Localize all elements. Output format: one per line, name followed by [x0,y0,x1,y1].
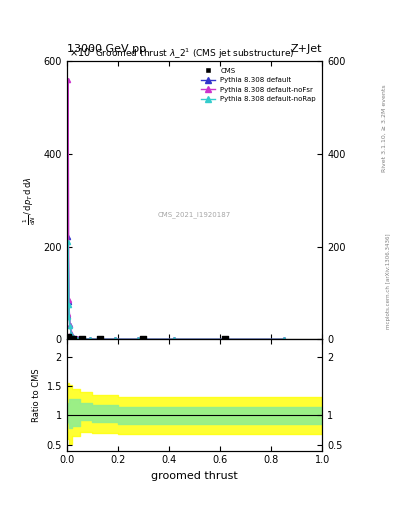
Line: Pythia 8.308 default-noFsr: Pythia 8.308 default-noFsr [65,78,286,342]
Pythia 8.308 default-noFsr [87,336,92,342]
Text: $\times 10^3$: $\times 10^3$ [70,45,96,59]
Pythia 8.308 default [68,323,72,329]
Pythia 8.308 default-noFsr [69,330,74,336]
Pythia 8.308 default-noRap [97,336,102,343]
CMS [222,335,228,344]
Pythia 8.308 default [136,336,141,343]
Pythia 8.308 default-noFsr [65,333,70,339]
Pythia 8.308 default-noFsr [80,336,84,342]
Pythia 8.308 default-noFsr [172,336,176,343]
Pythia 8.308 default [71,334,75,340]
Pythia 8.308 default-noRap [66,239,70,245]
Pythia 8.308 default [69,331,74,337]
X-axis label: groomed thrust: groomed thrust [151,471,238,481]
Legend: CMS, Pythia 8.308 default, Pythia 8.308 default-noFsr, Pythia 8.308 default-noRa: CMS, Pythia 8.308 default, Pythia 8.308 … [198,65,319,105]
Y-axis label: Ratio to CMS: Ratio to CMS [32,368,41,422]
Pythia 8.308 default [66,234,70,241]
Y-axis label: $\frac{1}{\mathrm{d}N}\,/\,\mathrm{d}p_T\,\mathrm{d}\,\mathrm{d}\lambda$: $\frac{1}{\mathrm{d}N}\,/\,\mathrm{d}p_T… [22,176,38,225]
CMS [65,333,71,341]
Pythia 8.308 default-noRap [136,336,141,343]
Pythia 8.308 default-noFsr [68,322,72,328]
Line: Pythia 8.308 default-noRap: Pythia 8.308 default-noRap [65,240,286,342]
Pythia 8.308 default [65,333,70,339]
Pythia 8.308 default [87,336,92,342]
Pythia 8.308 default [172,336,176,343]
Pythia 8.308 default [223,336,228,343]
Pythia 8.308 default-noRap [68,324,72,330]
Text: Rivet 3.1.10, ≥ 3.2M events: Rivet 3.1.10, ≥ 3.2M events [382,84,387,172]
Pythia 8.308 default [65,313,70,319]
Pythia 8.308 default-noRap [172,336,176,343]
Title: Groomed thrust $\lambda\_2^1$ (CMS jet substructure): Groomed thrust $\lambda\_2^1$ (CMS jet s… [95,47,294,61]
CMS [67,335,73,343]
Pythia 8.308 default-noRap [113,336,118,343]
Pythia 8.308 default-noFsr [281,336,286,343]
Pythia 8.308 default [97,336,102,343]
CMS [79,335,85,344]
Pythia 8.308 default-noFsr [223,336,228,343]
Pythia 8.308 default-noRap [75,335,79,342]
Pythia 8.308 default [113,336,118,343]
CMS [70,335,76,344]
Pythia 8.308 default-noRap [223,336,228,343]
Pythia 8.308 default [75,335,79,342]
Pythia 8.308 default-noFsr [75,335,79,342]
Text: Z+Jet: Z+Jet [291,44,322,54]
Pythia 8.308 default-noRap [65,314,70,320]
CMS [140,335,147,344]
Pythia 8.308 default-noRap [66,302,71,308]
CMS [97,335,103,344]
Pythia 8.308 default-noFsr [113,336,118,343]
Text: CMS_2021_I1920187: CMS_2021_I1920187 [158,211,231,218]
Pythia 8.308 default-noFsr [66,77,70,83]
Text: mcplots.cern.ch [arXiv:1306.3436]: mcplots.cern.ch [arXiv:1306.3436] [386,234,391,329]
Pythia 8.308 default-noFsr [66,297,71,303]
Pythia 8.308 default-noRap [71,334,75,340]
Pythia 8.308 default-noFsr [65,311,70,317]
Pythia 8.308 default [281,336,286,343]
Pythia 8.308 default-noRap [69,331,74,337]
Pythia 8.308 default-noFsr [136,336,141,343]
Pythia 8.308 default-noRap [87,336,92,343]
Pythia 8.308 default [80,336,84,342]
Pythia 8.308 default-noRap [281,336,286,343]
Pythia 8.308 default-noFsr [97,336,102,343]
Text: 13000 GeV pp: 13000 GeV pp [67,44,146,54]
Pythia 8.308 default-noFsr [71,333,75,339]
Line: Pythia 8.308 default: Pythia 8.308 default [65,236,286,342]
Pythia 8.308 default [66,299,71,305]
Pythia 8.308 default-noRap [80,336,84,342]
Pythia 8.308 default-noRap [65,333,70,339]
